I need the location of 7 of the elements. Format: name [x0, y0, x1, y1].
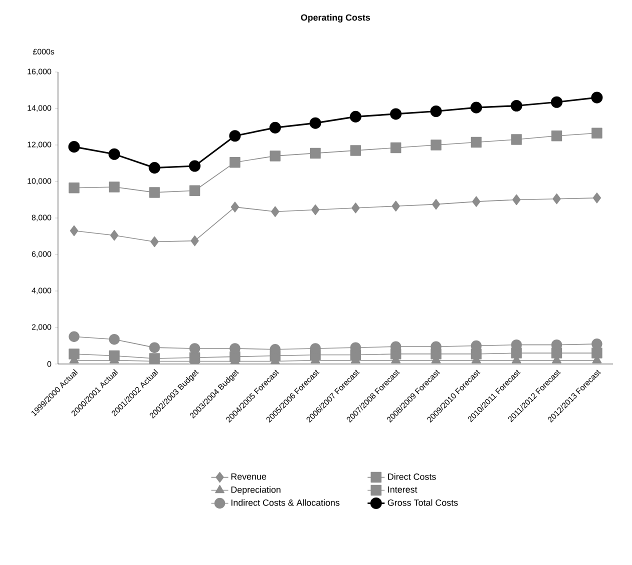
legend-label: Direct Costs [388, 473, 436, 480]
legend-label: Gross Total Costs [388, 499, 458, 506]
legend-label: Indirect Costs & Allocations [231, 499, 340, 506]
legend-label: Interest [388, 486, 418, 493]
legend-label: Revenue [231, 473, 266, 480]
chart-title: Operating Costs [301, 14, 370, 23]
legend-label: Depreciation [231, 486, 280, 495]
